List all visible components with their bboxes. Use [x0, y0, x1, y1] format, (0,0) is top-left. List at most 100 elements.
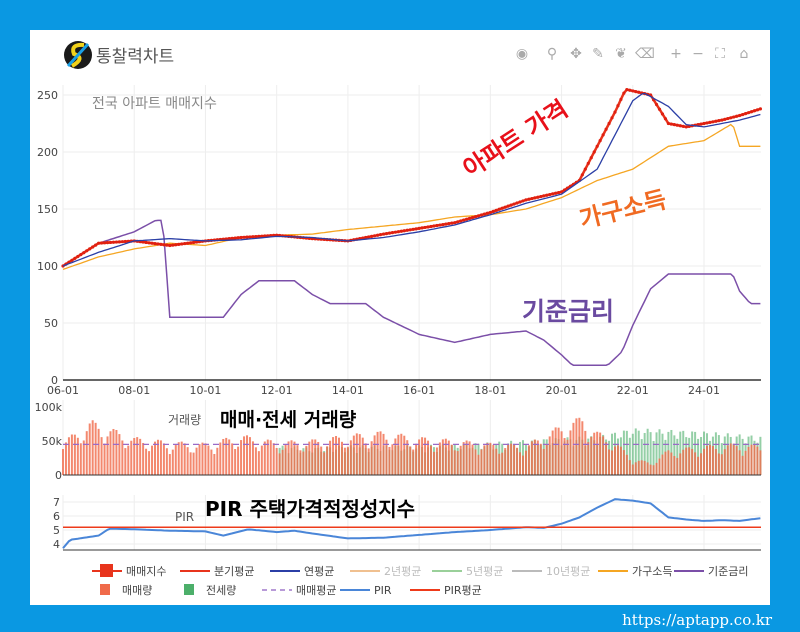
- erase-icon[interactable]: ⌫: [635, 46, 655, 62]
- bar-sale: [293, 441, 296, 475]
- draw-path-icon[interactable]: ❦: [615, 46, 627, 62]
- price-marker: [746, 111, 751, 115]
- legend-item-row2-1[interactable]: 전세량: [206, 584, 236, 597]
- price-marker: [735, 114, 739, 118]
- price-marker: [524, 198, 528, 202]
- bar-sale: [337, 437, 340, 475]
- bar-jeonse: [631, 433, 634, 475]
- bar-sale: [94, 422, 97, 475]
- bar-jeonse: [628, 437, 631, 475]
- bar-sale: [519, 452, 522, 475]
- legend-item-row2-4[interactable]: PIR평균: [444, 584, 482, 597]
- bar-sale: [118, 434, 121, 475]
- price-marker: [99, 241, 104, 245]
- bar-sale: [67, 437, 70, 475]
- price-marker: [482, 212, 487, 216]
- bar-sale: [628, 460, 631, 475]
- bar-sale: [498, 453, 501, 475]
- bar-sale: [85, 431, 88, 475]
- bar-sale: [263, 441, 266, 475]
- legend-item-3[interactable]: 2년평균: [384, 565, 421, 578]
- price-marker: [479, 213, 484, 217]
- price-marker: [752, 109, 757, 113]
- autoscale-icon[interactable]: ⛶: [715, 46, 725, 62]
- legend-item-6[interactable]: 가구소득: [632, 565, 672, 578]
- price-marker: [387, 231, 392, 235]
- legend-swatch[interactable]: [100, 584, 110, 595]
- x-tick-label: 24-01: [688, 384, 720, 397]
- zoom-in-icon[interactable]: +: [670, 46, 682, 62]
- bar-sale: [326, 446, 329, 475]
- price-marker: [257, 234, 261, 238]
- bar-sale: [388, 446, 391, 475]
- bar-sale: [720, 454, 723, 475]
- bar-sale: [79, 443, 82, 475]
- price-marker: [123, 239, 127, 244]
- bar-sale: [88, 423, 91, 475]
- bar-sale: [240, 440, 243, 475]
- price-marker: [367, 235, 371, 239]
- bar-sale: [652, 465, 655, 475]
- legend-item-1[interactable]: 분기평균: [214, 565, 254, 578]
- bar-sale: [97, 428, 100, 475]
- draw-line-icon[interactable]: ✎: [592, 46, 604, 62]
- legend-swatch[interactable]: [184, 584, 194, 595]
- legend-item-4[interactable]: 5년평균: [466, 565, 503, 578]
- legend-item-row2-2[interactable]: 매매평균: [296, 584, 336, 597]
- bar-sale: [714, 449, 717, 475]
- zoom-icon[interactable]: ⚲: [547, 46, 557, 62]
- bar-sale: [103, 443, 106, 475]
- price-marker: [699, 122, 703, 126]
- bar-sale: [186, 447, 189, 475]
- bar-sale: [513, 444, 516, 475]
- bar-jeonse: [670, 429, 673, 475]
- price-marker: [459, 219, 463, 223]
- bar-sale: [153, 441, 156, 475]
- bar-sale: [124, 448, 127, 475]
- zoom-out-icon[interactable]: −: [692, 46, 704, 62]
- bar-sale: [738, 450, 741, 475]
- bar-sale: [593, 432, 596, 475]
- bar-sale: [599, 432, 602, 475]
- bar-sale: [438, 442, 441, 475]
- legend-item-row2-0[interactable]: 매매량: [122, 584, 152, 597]
- bar-sale: [201, 442, 204, 475]
- price-marker: [254, 234, 258, 239]
- bar-sale: [355, 433, 358, 475]
- bar-jeonse: [655, 432, 658, 475]
- legend-item-5[interactable]: 10년평균: [546, 565, 590, 578]
- bar-sale: [578, 417, 581, 475]
- legend-item-row2-3[interactable]: PIR: [374, 584, 392, 597]
- price-marker: [717, 119, 721, 123]
- price-marker: [441, 222, 445, 227]
- price-marker: [657, 107, 662, 111]
- x-tick-label: 22-01: [617, 384, 649, 397]
- price-marker: [536, 195, 540, 199]
- camera-icon[interactable]: ◉: [516, 46, 528, 62]
- bar-sale: [287, 441, 290, 475]
- legend-item-2[interactable]: 연평균: [304, 565, 334, 578]
- bar-sale: [664, 451, 667, 475]
- price-marker: [85, 249, 89, 253]
- bar-sale: [521, 455, 524, 475]
- bar-sale: [685, 447, 688, 475]
- price-marker: [105, 241, 110, 245]
- bar-sale: [619, 446, 622, 475]
- bar-sale: [711, 445, 714, 475]
- legend-item-7[interactable]: 기준금리: [708, 565, 748, 578]
- pan-icon[interactable]: ✥: [570, 46, 582, 62]
- bar-sale: [299, 450, 302, 475]
- x-tick-label: 20-01: [546, 384, 578, 397]
- price-marker: [675, 123, 679, 127]
- bar-sale: [385, 439, 388, 475]
- bar-sale: [705, 445, 708, 475]
- price-marker: [586, 161, 590, 165]
- bar-sale: [376, 431, 379, 475]
- price-marker: [720, 118, 724, 122]
- price-marker: [227, 237, 231, 241]
- price-marker: [637, 90, 641, 94]
- bar-sale: [349, 440, 352, 475]
- home-icon[interactable]: ⌂: [740, 46, 749, 62]
- legend-item-0[interactable]: 매매지수: [126, 565, 166, 578]
